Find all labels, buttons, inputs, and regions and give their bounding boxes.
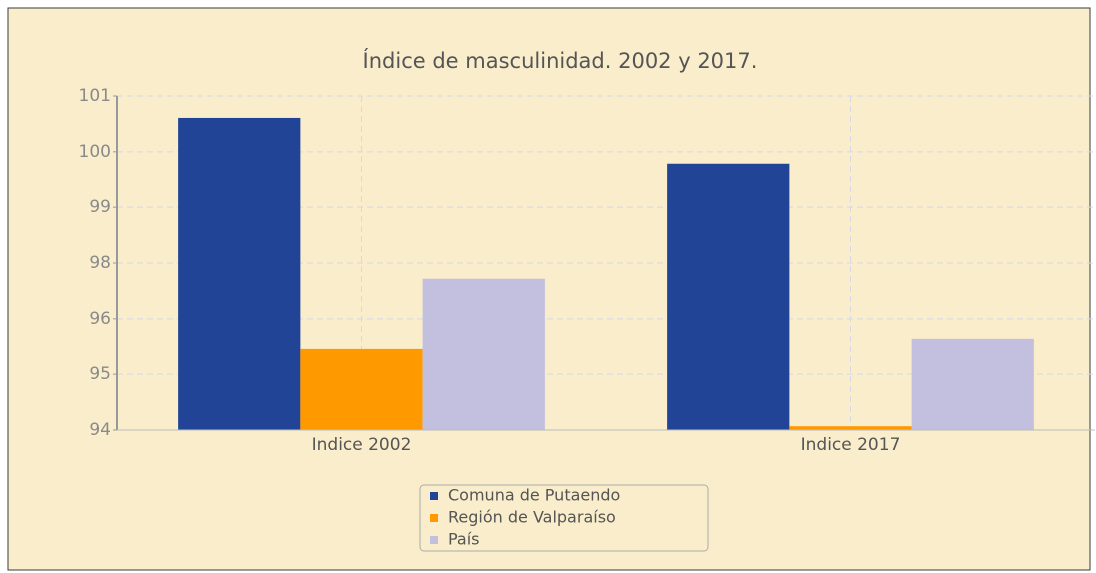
y-tick-label: 100 [79, 142, 111, 162]
y-tick-label: 95 [89, 364, 111, 384]
legend-label: Región de Valparaíso [448, 508, 616, 527]
legend-box [419, 484, 709, 552]
legend-swatch [430, 514, 438, 522]
y-tick-label: 94 [89, 420, 111, 440]
y-tick-label: 99 [89, 197, 111, 217]
y-tick-label: 98 [89, 253, 111, 273]
x-tick-label: Indice 2017 [801, 435, 901, 455]
bar [911, 338, 1034, 430]
bar [178, 117, 301, 430]
legend-swatch [430, 492, 438, 500]
bar [789, 426, 912, 430]
y-tick-label: 101 [79, 86, 111, 106]
legend-swatch [430, 536, 438, 544]
legend-label: País [448, 530, 480, 549]
x-tick-label: Indice 2002 [312, 435, 412, 455]
bar [422, 278, 545, 430]
bar [300, 348, 423, 430]
bar [667, 163, 790, 431]
chart-title: Índice de masculinidad. 2002 y 2017. [363, 48, 758, 73]
legend-label: Comuna de Putaendo [448, 486, 620, 505]
y-tick-label: 96 [89, 309, 111, 329]
